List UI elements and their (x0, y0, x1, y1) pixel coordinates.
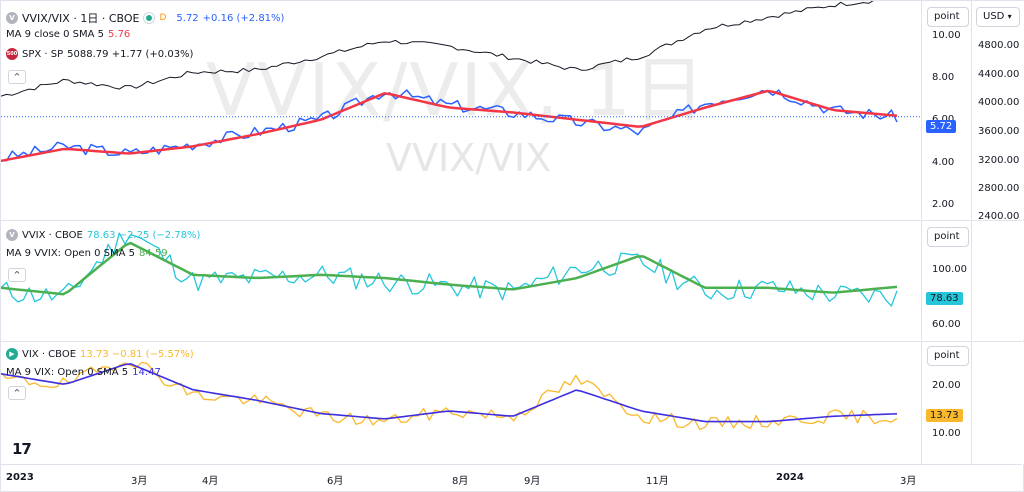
vix-values: 13.73 −0.81 (−5.57%) (80, 348, 194, 360)
vvix-values: 78.63 −2.25 (−2.78%) (86, 229, 201, 241)
tick-label: 10.00 (932, 428, 961, 439)
spx-tick-label: 3600.00 (978, 126, 1020, 137)
vix-chart-svg[interactable] (1, 342, 921, 464)
tick-label: 2.00 (932, 199, 955, 210)
vvix-ma-label[interactable]: MA 9 VVIX: Open 0 SMA 5 (6, 248, 136, 259)
vix-scale-button[interactable]: point (927, 346, 969, 366)
tick-label: 10.00 (932, 30, 961, 41)
spx-legend[interactable]: 500 SPX · SP 5088.79 +1.77 (+0.03%) (6, 48, 193, 60)
price-change: +0.16 (+2.81%) (202, 12, 285, 24)
vix-ma-legend[interactable]: MA 9 VIX: Open 0 SMA 5 14.47 (6, 367, 161, 378)
pane-separator[interactable] (0, 341, 1022, 342)
vvix-series-line[interactable] (1, 232, 898, 307)
currency-label: USD (983, 11, 1005, 22)
currency-button[interactable]: USD ▾ (976, 7, 1020, 27)
ma-legend[interactable]: MA 9 close 0 SMA 5 5.76 (6, 29, 130, 40)
ratio-ma-line[interactable] (1, 89, 898, 163)
ratio-scale-button[interactable]: point (927, 7, 969, 27)
vvix-ma-value: 84.59 (139, 248, 168, 259)
x-tick-label: 8月 (452, 476, 469, 487)
pane-ratio[interactable]: VVIX/VIX, 1日 VVIX/VIX (1, 1, 921, 219)
ratio-series-line[interactable] (1, 89, 898, 162)
tick-label: 4.00 (932, 157, 955, 168)
ma-value: 5.76 (108, 29, 131, 40)
spx-axis[interactable]: USD ▾ 4800.00 4400.00 4000.00 3600.00 32… (971, 1, 1024, 222)
delay-badge[interactable]: D (159, 13, 167, 23)
x-tick-label: 2024 (776, 472, 804, 483)
x-tick-label: 6月 (327, 476, 344, 487)
vvix-ma-legend[interactable]: MA 9 VVIX: Open 0 SMA 5 84.59 (6, 248, 168, 259)
vix-ma-line[interactable] (1, 363, 898, 423)
tick-label: 100.00 (932, 264, 967, 275)
x-tick-label: 4月 (202, 476, 219, 487)
symbol-title[interactable]: VVIX/VIX · 1日 · CBOE (22, 12, 140, 25)
vvix-axis[interactable]: point 100.00 60.00 78.63 (921, 221, 972, 340)
spx-values: 5088.79 +1.77 (+0.03%) (67, 48, 194, 60)
tick-label: 60.00 (932, 319, 961, 330)
tick-label: 20.00 (932, 380, 961, 391)
vvix-last-price-tag: 78.63 (926, 292, 963, 305)
x-tick-label: 3月 (900, 476, 917, 487)
vix-ma-value: 14.47 (132, 367, 161, 378)
market-status-icon[interactable] (143, 12, 156, 24)
vix-axis[interactable]: point 20.00 10.00 13.73 (921, 342, 972, 464)
vvix-axis-right (971, 221, 1024, 340)
vix-symbol-icon: ▶ (6, 348, 18, 360)
ratio-last-price-tag: 5.72 (926, 120, 957, 133)
tick-label: 6.00 (932, 114, 954, 125)
vvix-ma-line[interactable] (1, 241, 898, 296)
spx-tick-label: 4800.00 (978, 40, 1020, 51)
time-axis-separator (0, 464, 1022, 465)
watermark-small: VVIX/VIX (386, 136, 552, 180)
last-price: 5.72 (176, 12, 199, 24)
spx-symbol-icon: 500 (6, 48, 18, 60)
vvix-legend[interactable]: V VVIX · CBOE 78.63 −2.25 (−2.78%) (6, 229, 200, 241)
vvix-symbol-icon: V (6, 229, 18, 241)
vix-ma-label[interactable]: MA 9 VIX: Open 0 SMA 5 (6, 367, 129, 378)
vvix-chart-svg[interactable] (1, 221, 921, 340)
x-tick-label: 9月 (524, 476, 541, 487)
collapse-vix-legend-button[interactable]: ^ (8, 386, 26, 400)
tick-label: 8.00 (932, 72, 955, 83)
spx-tick-label: 3200.00 (978, 155, 1020, 166)
tradingview-logo[interactable]: 17 (12, 440, 32, 458)
chevron-down-icon: ▾ (1007, 12, 1012, 21)
main-legend[interactable]: V VVIX/VIX · 1日 · CBOE D 5.72 +0.16 (+2.… (6, 10, 284, 26)
x-tick-label: 11月 (646, 476, 669, 487)
vix-title[interactable]: VIX · CBOE (22, 348, 77, 360)
x-tick-label: 2023 (6, 472, 34, 483)
vix-legend[interactable]: ▶ VIX · CBOE 13.73 −0.81 (−5.57%) (6, 348, 194, 360)
spx-tick-label: 2800.00 (978, 183, 1020, 194)
ma-label[interactable]: MA 9 close 0 SMA 5 (6, 29, 105, 40)
spx-series-line[interactable] (1, 1, 897, 97)
spx-label[interactable]: SPX · SP (22, 48, 64, 60)
collapse-legend-button[interactable]: ^ (8, 70, 26, 84)
pane-separator[interactable] (0, 220, 1022, 221)
vix-last-price-tag: 13.73 (926, 409, 963, 422)
pane-vix[interactable] (1, 342, 921, 464)
spx-tick-label: 4000.00 (978, 97, 1020, 108)
vvix-title[interactable]: VVIX · CBOE (22, 229, 83, 241)
ratio-chart-svg[interactable] (1, 1, 921, 219)
x-tick-label: 3月 (131, 476, 148, 487)
spx-tick-label: 2400.00 (978, 211, 1020, 222)
collapse-vvix-legend-button[interactable]: ^ (8, 268, 26, 282)
symbol-icon: V (6, 12, 18, 24)
ratio-axis[interactable]: point 10.00 8.00 6.00 4.00 2.00 5.72 (921, 1, 972, 219)
vix-axis-right (971, 342, 1024, 464)
pane-vvix[interactable] (1, 221, 921, 340)
vvix-scale-button[interactable]: point (927, 227, 969, 247)
spx-tick-label: 4400.00 (978, 69, 1020, 80)
